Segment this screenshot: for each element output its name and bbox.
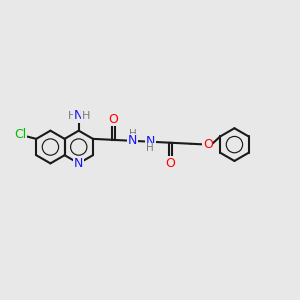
Text: N: N <box>74 109 83 122</box>
Text: H: H <box>81 111 90 121</box>
Text: N: N <box>74 157 83 170</box>
Text: Cl: Cl <box>14 128 26 141</box>
Text: H: H <box>146 143 154 153</box>
Text: N: N <box>146 135 155 148</box>
Text: O: O <box>165 157 175 170</box>
Text: H: H <box>128 129 136 139</box>
Text: O: O <box>108 112 118 126</box>
Text: H: H <box>68 111 76 121</box>
Text: N: N <box>128 134 137 147</box>
Text: O: O <box>203 138 213 151</box>
